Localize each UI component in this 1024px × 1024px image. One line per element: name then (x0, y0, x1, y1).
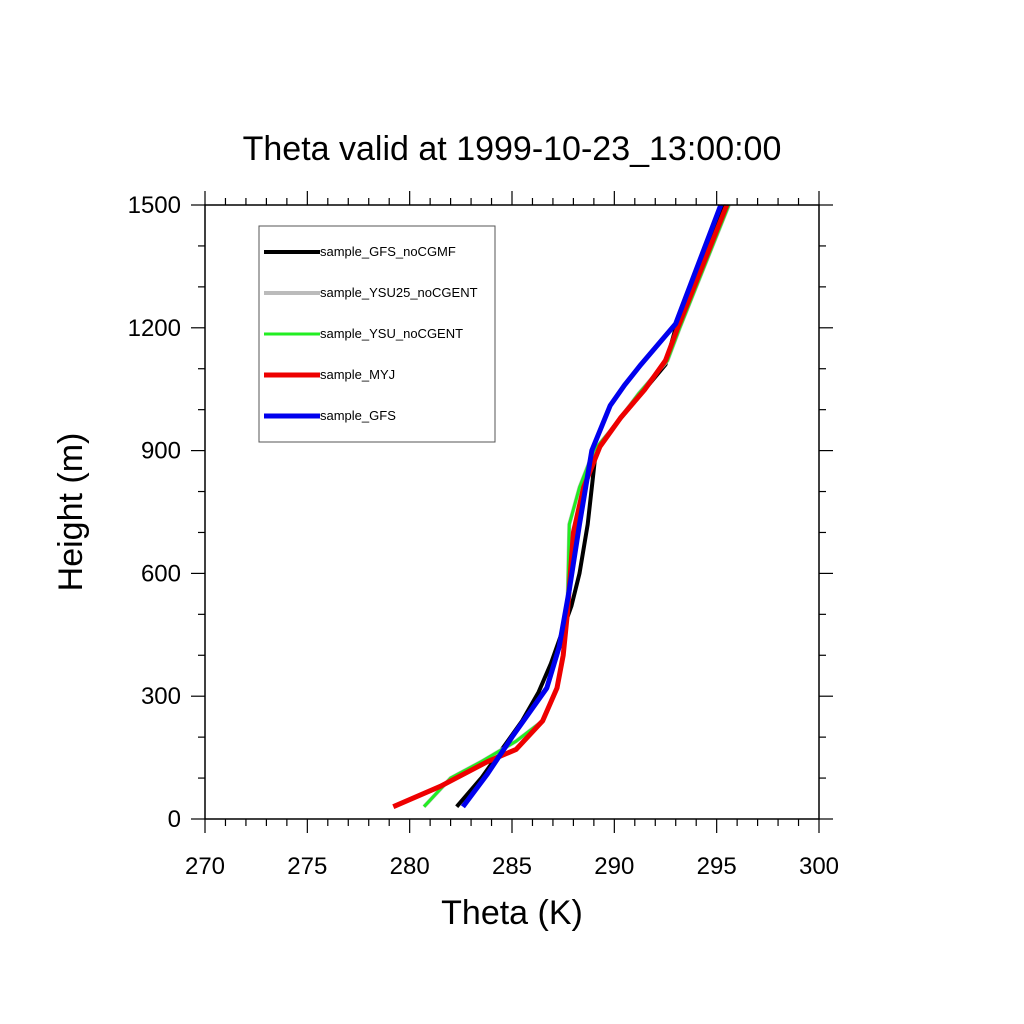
series-line-sample-gfs (460, 204, 724, 809)
legend-label: sample_GFS (320, 408, 396, 423)
legend-label: sample_YSU25_noCGENT (320, 285, 478, 300)
legend-items: sample_GFS_noCGMF sample_YSU25_noCGENTsam… (264, 244, 478, 423)
legend: sample_GFS_noCGMF sample_YSU25_noCGENTsam… (258, 225, 496, 443)
chart-title: Theta valid at 1999-10-23_13:00:00 (243, 130, 782, 168)
tick-labels: 270 275 280 285 290 295 300 0 300 600 900 1200 1500 (128, 192, 839, 880)
x-tick-label: 300 (799, 853, 839, 880)
plot-frame (204, 204, 820, 820)
series-line-sample-gfs-nocgmf (455, 204, 725, 809)
x-axis-label: Theta (K) (441, 894, 583, 932)
x-tick-label: 285 (492, 853, 532, 880)
series-lines (392, 204, 731, 809)
y-axis-label: Height (m) (52, 433, 90, 592)
x-tick-label: 270 (185, 853, 225, 880)
legend-label: sample_YSU_noCGENT (320, 326, 463, 341)
x-tick-label: 290 (594, 853, 634, 880)
axis-ticks (191, 191, 833, 833)
x-tick-label: 280 (390, 853, 430, 880)
y-tick-label: 1200 (128, 315, 181, 342)
y-tick-label: 1500 (128, 192, 181, 219)
y-tick-label: 0 (168, 806, 181, 833)
legend-label: sample_GFS_noCGMF (320, 244, 456, 259)
x-tick-label: 295 (697, 853, 737, 880)
y-tick-label: 600 (141, 560, 181, 587)
legend-label: sample_MYJ (320, 367, 395, 382)
y-tick-label: 900 (141, 438, 181, 465)
x-tick-label: 275 (287, 853, 327, 880)
y-tick-label: 300 (141, 683, 181, 710)
